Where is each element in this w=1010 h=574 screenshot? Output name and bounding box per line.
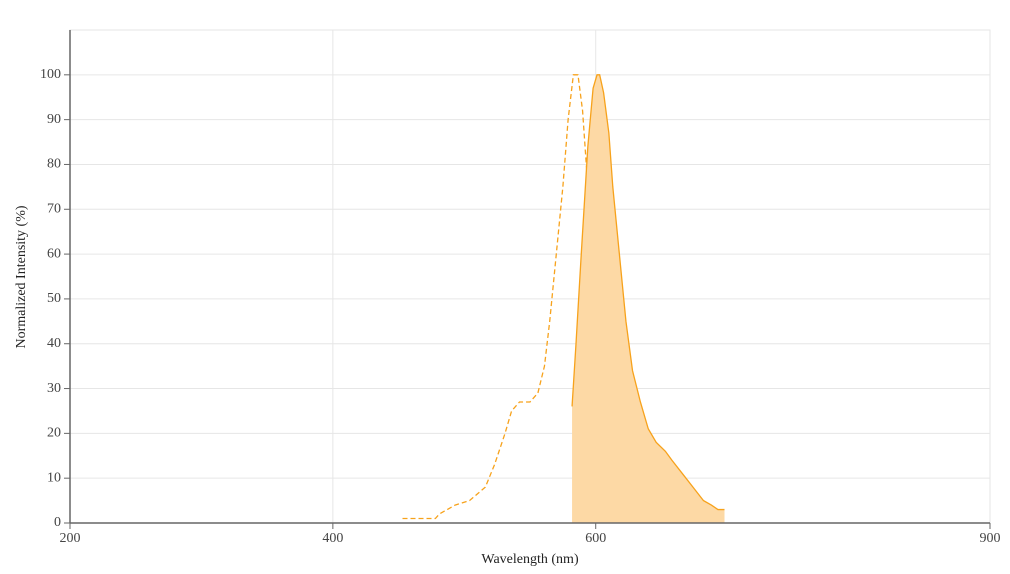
y-tick-label: 100 [40,67,61,82]
y-tick-label: 40 [47,336,61,351]
y-tick-label: 90 [47,112,61,127]
y-tick-label: 10 [47,470,61,485]
y-tick-label: 70 [47,201,61,216]
x-tick-label: 900 [980,531,1001,546]
plot-frame [69,29,991,524]
x-axis-title: Wavelength (nm) [481,552,579,567]
y-tick-label: 0 [54,515,61,530]
y-tick-label: 20 [47,426,61,441]
x-tick-label: 200 [60,531,81,546]
spectrum-line [571,74,725,511]
y-tick-label: 50 [47,291,61,306]
y-axis-title: Normalized Intensity (%) [14,205,29,348]
x-tick-label: 400 [322,531,343,546]
y-tick-label: 60 [47,246,61,261]
spectrum-line [402,74,607,524]
x-tick-label: 600 [585,531,606,546]
area [572,74,725,523]
y-tick-label: 30 [47,381,61,396]
y-tick-label: 80 [47,157,61,172]
